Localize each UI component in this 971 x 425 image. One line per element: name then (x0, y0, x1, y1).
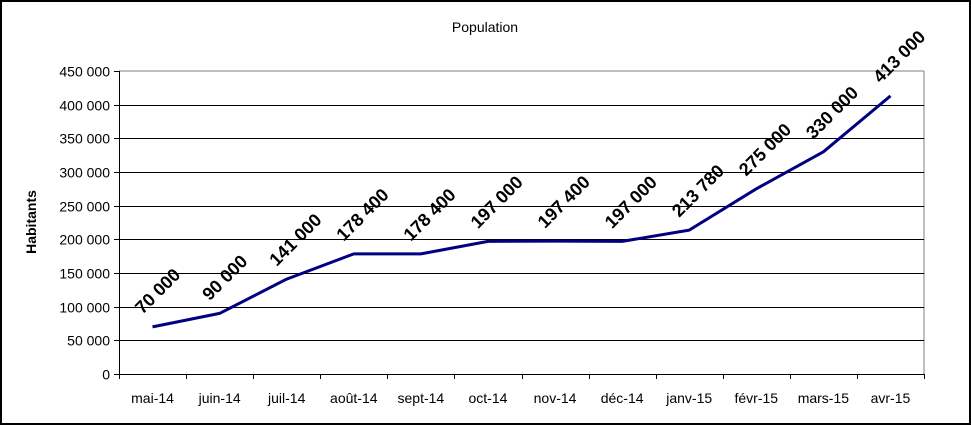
data-label: 330 000 (802, 82, 862, 142)
gridlines (119, 70, 925, 374)
data-label: 178 400 (400, 185, 460, 245)
x-tick-label: oct-14 (468, 390, 507, 406)
data-label: 275 000 (735, 120, 795, 180)
y-tick-label: 350 000 (59, 131, 110, 147)
y-tick-label: 150 000 (59, 266, 110, 282)
y-tick-label: 100 000 (59, 300, 110, 316)
chart-title: Population (452, 19, 518, 35)
series-line (152, 94, 892, 329)
y-tick-label: 50 000 (67, 333, 110, 349)
data-label: 413 000 (869, 27, 929, 87)
data-label: 197 400 (534, 172, 594, 232)
x-tick-label: août-14 (330, 390, 378, 406)
y-tick-label: 200 000 (59, 232, 110, 248)
series-population (152, 94, 892, 329)
data-label: 178 400 (332, 185, 392, 245)
y-tick-label: 400 000 (59, 98, 110, 114)
x-tick-label: juil-14 (267, 390, 306, 406)
x-tick-label: janv-15 (665, 390, 712, 406)
y-tick-label: 0 (102, 367, 110, 383)
x-tick-label: févr-15 (735, 390, 779, 406)
y-tick-label: 300 000 (59, 165, 110, 181)
x-tick-label: nov-14 (534, 390, 577, 406)
x-tick-labels: mai-14 juin-14 juil-14 août-14 sept-14 oct-14… (131, 390, 910, 406)
y-tick-labels: 0 50 000 100 000 150 000 200 000 250 000 300 0… (59, 64, 110, 383)
data-label: 90 000 (198, 251, 251, 304)
x-tick-label: mars-15 (798, 390, 850, 406)
axes (114, 71, 925, 379)
data-label: 197 000 (601, 172, 661, 232)
data-label: 70 000 (131, 265, 184, 318)
x-tick-label: déc-14 (601, 390, 644, 406)
y-tick-label: 250 000 (59, 199, 110, 215)
x-tick-label: avr-15 (871, 390, 911, 406)
x-tick-label: mai-14 (131, 390, 174, 406)
y-tick-label: 450 000 (59, 64, 110, 80)
data-label: 197 000 (467, 172, 527, 232)
x-tick-label: sept-14 (398, 390, 445, 406)
x-tick-label: juin-14 (198, 390, 241, 406)
y-axis-label: Habitants (23, 190, 39, 254)
